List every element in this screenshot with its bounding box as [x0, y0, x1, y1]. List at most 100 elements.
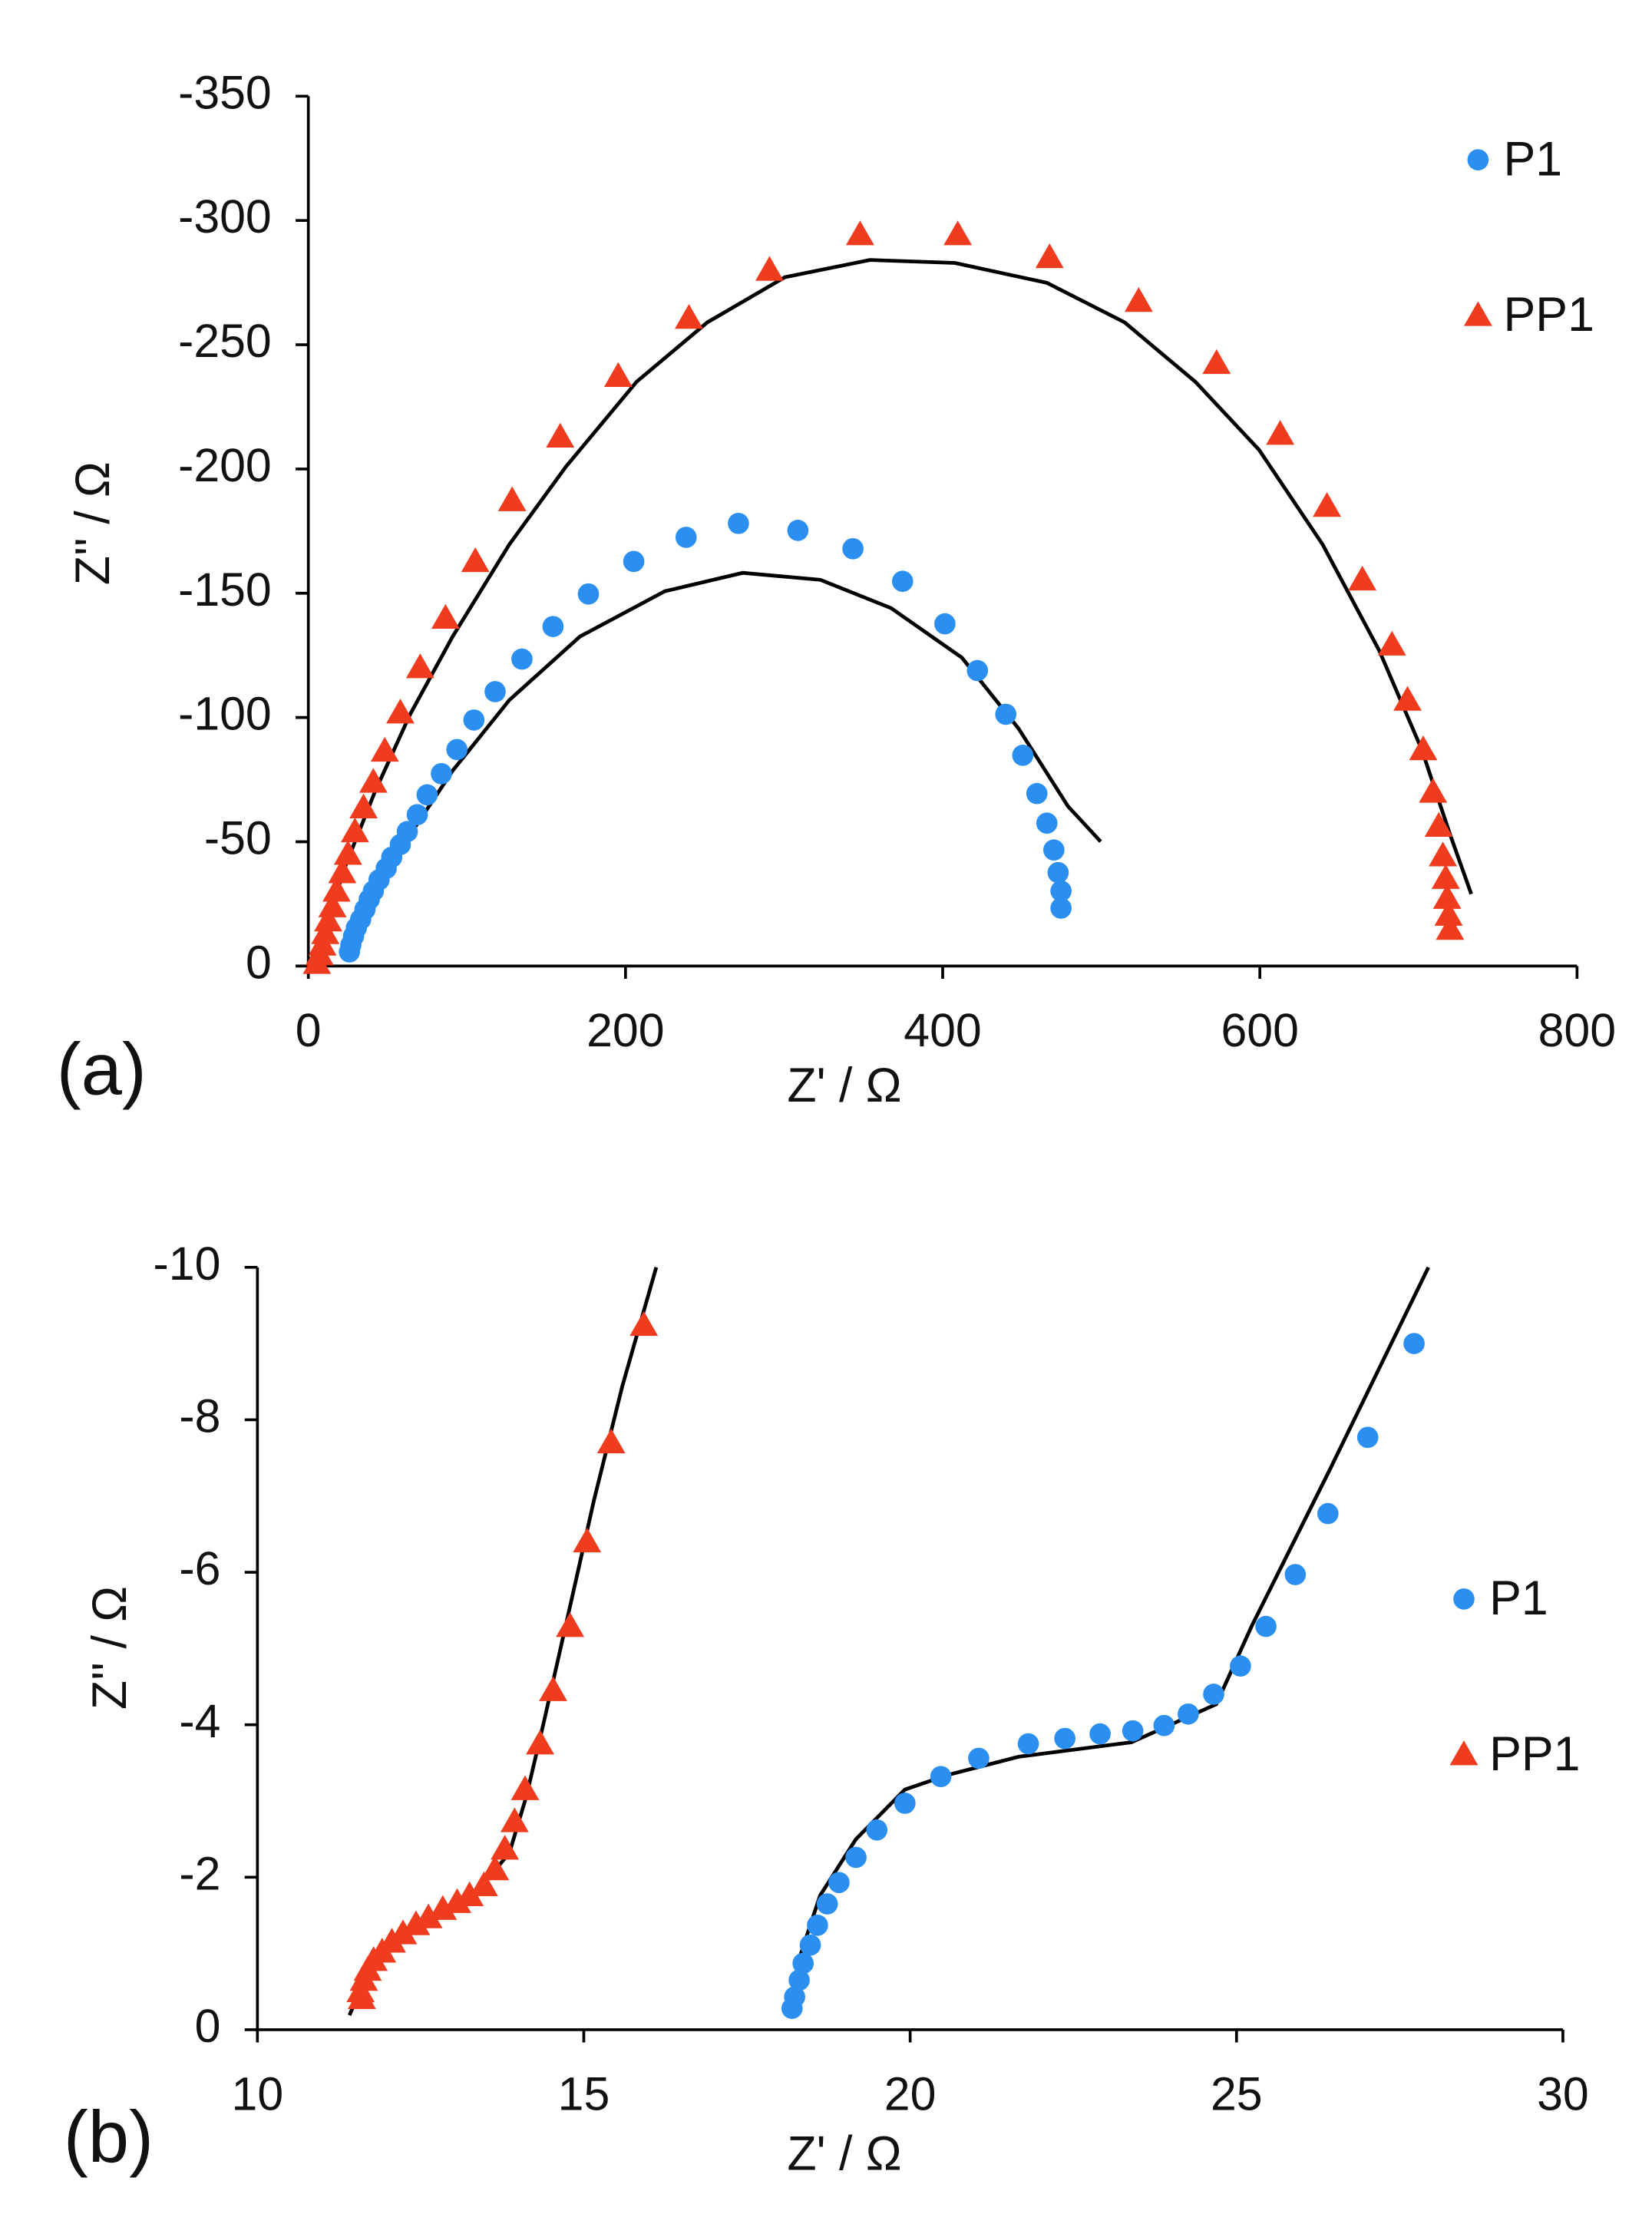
circle-marker: [623, 550, 645, 573]
legend-label: PP1: [1489, 1727, 1580, 1781]
fit-line: [349, 570, 1102, 960]
triangle-marker: [497, 486, 527, 511]
fit-line: [348, 1267, 659, 2017]
circle-marker: [891, 570, 914, 593]
y-tick-label: -300: [178, 190, 272, 243]
x-tick-label: 600: [1221, 1004, 1298, 1056]
circle-marker: [542, 616, 564, 637]
circle-marker: [828, 1872, 850, 1894]
circle-marker: [1026, 782, 1048, 805]
triangle-marker: [500, 1807, 529, 1832]
triangle-marker: [443, 1888, 471, 1913]
circle-marker: [1012, 745, 1034, 766]
triangle-marker: [333, 840, 362, 865]
circle-marker: [1017, 1733, 1039, 1755]
circle-marker: [845, 1846, 867, 1869]
circle-marker: [894, 1793, 916, 1814]
legend-marker: [1449, 1740, 1479, 1766]
triangle-marker: [428, 1895, 458, 1920]
circle-marker: [1050, 897, 1072, 919]
circle-marker: [1050, 880, 1072, 902]
triangle-marker: [340, 817, 369, 843]
x-tick-label: 400: [904, 1004, 981, 1056]
x-tick-label: 0: [296, 1004, 322, 1056]
triangle-marker: [401, 1910, 431, 1935]
circle-marker: [995, 703, 1017, 725]
circle-marker: [1317, 1502, 1339, 1525]
circle-marker: [728, 512, 749, 534]
circle-marker: [463, 709, 485, 731]
circle-marker: [339, 941, 360, 963]
circle-marker: [1054, 1727, 1075, 1750]
circle-marker: [966, 659, 989, 682]
x-tick-label: 200: [586, 1004, 664, 1056]
circle-marker: [675, 527, 697, 548]
panel-label: (b): [64, 2097, 154, 2179]
fit-line: [786, 1266, 1430, 2016]
triangle-marker: [596, 1428, 626, 1454]
triangle-marker: [1202, 349, 1231, 375]
circle-marker: [799, 1934, 821, 1956]
x-tick-label: 25: [1211, 2067, 1263, 2120]
triangle-marker: [328, 858, 357, 884]
triangle-marker: [370, 736, 399, 762]
circle-marker: [1043, 839, 1065, 861]
triangle-marker: [845, 220, 874, 246]
triangle-marker: [573, 1527, 602, 1553]
y-tick-label: -200: [178, 439, 272, 491]
triangle-marker: [302, 949, 332, 974]
circle-marker: [511, 648, 533, 670]
circle-marker: [1403, 1333, 1425, 1354]
y-tick-label: -150: [178, 563, 272, 616]
circle-marker: [934, 613, 956, 635]
legend-label: P1: [1504, 132, 1563, 186]
x-tick-label: 20: [884, 2067, 937, 2120]
triangle-marker: [603, 362, 633, 387]
circle-marker: [1230, 1655, 1251, 1677]
triangle-marker: [510, 1775, 540, 1800]
triangle-marker: [1424, 811, 1453, 837]
triangle-marker: [1393, 686, 1422, 711]
triangle-marker: [386, 699, 415, 724]
y-tick-label: -8: [179, 1390, 220, 1442]
circle-marker: [1203, 1684, 1224, 1705]
triangle-marker: [349, 793, 378, 818]
triangle-marker: [461, 547, 490, 573]
circle-marker: [1153, 1714, 1175, 1737]
x-tick-label: 30: [1537, 2067, 1589, 2120]
triangle-marker: [314, 907, 342, 932]
triangle-marker: [1409, 735, 1438, 761]
triangle-marker: [1432, 884, 1462, 909]
triangle-marker: [431, 603, 460, 629]
y-tick-label: -6: [179, 1542, 220, 1594]
legend-marker: [1453, 1588, 1475, 1610]
triangle-marker: [491, 1835, 520, 1860]
circle-marker: [788, 1969, 810, 1991]
triangle-marker: [1035, 243, 1064, 269]
legend-label: P1: [1489, 1571, 1548, 1625]
y-tick-label: 0: [195, 2000, 221, 2052]
circle-marker: [781, 1998, 803, 2019]
circle-marker: [792, 1952, 814, 1974]
y-axis-title: Z'' / Ω: [83, 1586, 137, 1710]
fit-line: [312, 258, 1473, 967]
triangle-marker: [526, 1730, 554, 1755]
legend-label: PP1: [1504, 288, 1594, 342]
circle-marker: [1122, 1720, 1144, 1742]
legend-marker: [1463, 301, 1492, 326]
y-tick-label: -4: [179, 1695, 220, 1747]
y-tick-label: -50: [204, 812, 272, 864]
y-tick-label: 0: [246, 936, 272, 988]
triangle-marker: [318, 892, 347, 917]
legend-marker: [1467, 149, 1489, 171]
y-tick-label: -10: [154, 1238, 221, 1290]
y-tick-label: -250: [178, 315, 272, 367]
triangle-marker: [675, 303, 703, 329]
triangle-marker: [1431, 864, 1460, 889]
triangle-marker: [1313, 492, 1341, 517]
circle-marker: [484, 681, 506, 702]
triangle-marker: [1429, 841, 1457, 867]
circle-marker: [1047, 861, 1069, 884]
triangle-marker: [347, 1984, 376, 2010]
